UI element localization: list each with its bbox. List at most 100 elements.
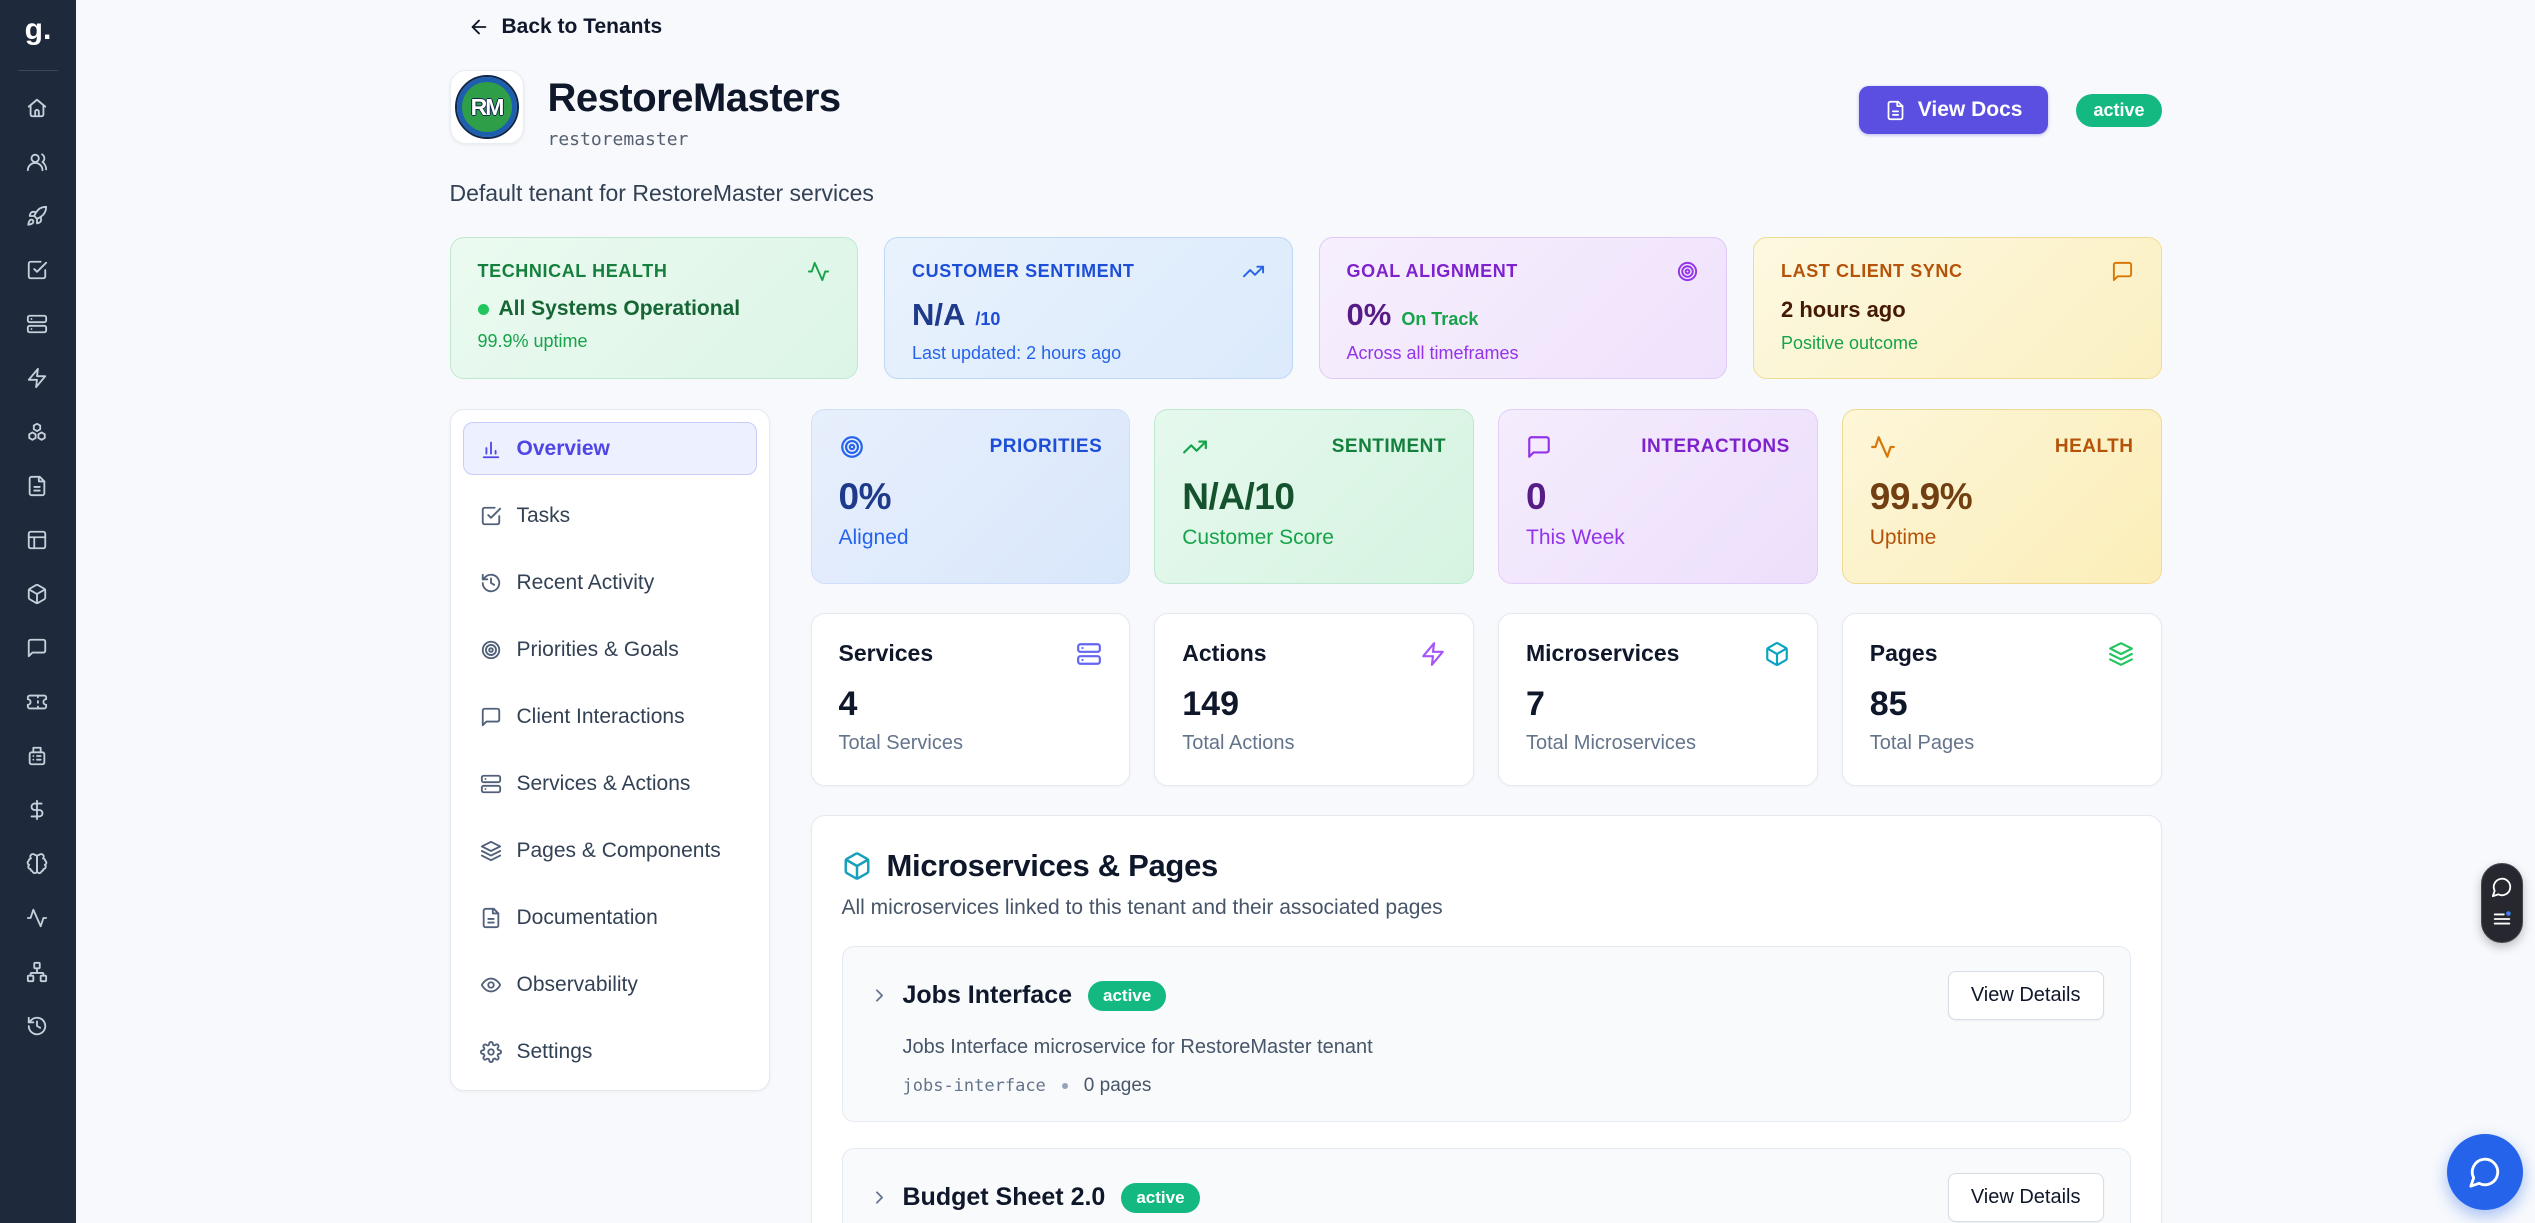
target-icon: [1677, 261, 1698, 282]
chevron-right-icon[interactable]: [869, 1187, 890, 1208]
document-icon[interactable]: [26, 475, 50, 499]
metric-card-interactions: INTERACTIONS 0 This Week: [1498, 409, 1818, 584]
history-icon[interactable]: [26, 1015, 50, 1039]
view-details-button[interactable]: View Details: [1947, 971, 2104, 1020]
zap-icon: [1422, 641, 1444, 666]
billing-icon[interactable]: [26, 799, 50, 823]
service-pages-count: 0 pages: [1083, 1075, 1152, 1096]
server-icon: [1077, 642, 1102, 665]
stat-card-customer-sentiment: CUSTOMER SENTIMENT N/A /10 Last updated:…: [884, 237, 1293, 379]
tasks-icon[interactable]: [26, 259, 50, 283]
count-value: 7: [1526, 685, 1545, 723]
ticket-icon[interactable]: [26, 691, 50, 715]
fax-icon[interactable]: [26, 745, 50, 769]
chat-launcher-button[interactable]: [2447, 1134, 2523, 1210]
count-cards-row: Services 4 Total Services Actions 149 To…: [810, 613, 2162, 786]
arrow-left-icon: [471, 19, 486, 35]
stat-card-goal-alignment: GOAL ALIGNMENT 0% On Track Across all ti…: [1318, 237, 1727, 379]
package-icon: [844, 852, 869, 880]
status-dot: [477, 304, 489, 315]
page-title: RestoreMasters: [547, 76, 842, 120]
metric-caption: Uptime: [1869, 526, 1937, 549]
count-caption: Total Pages: [1869, 732, 1975, 754]
metric-value: N/A/10: [1182, 476, 1295, 517]
layers-icon: [2108, 641, 2133, 666]
tenant-avatar: RM: [449, 70, 524, 144]
tenant-description: Default tenant for RestoreMaster service…: [449, 180, 874, 206]
server-icon: [480, 774, 501, 793]
section-title: Microservices & Pages: [886, 848, 1219, 883]
count-value: 85: [1869, 685, 1908, 723]
tab-settings[interactable]: Settings: [463, 1025, 757, 1078]
app-logo: g.: [24, 13, 52, 46]
bar-chart-icon: [482, 441, 499, 458]
main-content: Back to Tenants RM RestoreMasters restor…: [76, 0, 2535, 1223]
back-to-tenants-link[interactable]: Back to Tenants: [468, 14, 662, 40]
message-square-icon: [2112, 261, 2132, 282]
stat-value: All Systems Operational: [498, 297, 741, 320]
tab-services-actions[interactable]: Services & Actions: [463, 757, 757, 810]
count-caption: Total Services: [838, 732, 964, 754]
tenant-header: RM RestoreMasters restoremaster View Doc…: [449, 70, 2162, 150]
tab-client-interactions[interactable]: Client Interactions: [463, 690, 757, 743]
tab-pages-components[interactable]: Pages & Components: [463, 824, 757, 877]
tab-observability[interactable]: Observability: [463, 958, 757, 1011]
sitemap-icon[interactable]: [26, 961, 50, 985]
tab-documentation[interactable]: Documentation: [463, 891, 757, 944]
service-row-budget-sheet: Budget Sheet 2.0 active View Details Aut…: [841, 1148, 2131, 1223]
target-icon: [840, 436, 863, 458]
home-icon[interactable]: [26, 97, 50, 121]
zap-icon[interactable]: [26, 367, 50, 391]
gear-icon: [479, 1040, 502, 1063]
check-square-icon: [481, 506, 501, 525]
metric-value: 0%: [838, 476, 892, 517]
view-details-button[interactable]: View Details: [1947, 1173, 2104, 1222]
stat-card-last-client-sync: LAST CLIENT SYNC 2 hours ago Positive ou…: [1753, 237, 2162, 379]
service-name: Jobs Interface: [902, 981, 1073, 1009]
stat-label: LAST CLIENT SYNC: [1781, 261, 1963, 281]
brain-icon[interactable]: [26, 853, 50, 877]
notification-list-icon[interactable]: [2491, 908, 2513, 930]
rocket-icon[interactable]: [26, 205, 50, 229]
stat-label: CUSTOMER SENTIMENT: [912, 261, 1135, 281]
sidebar-divider: [18, 70, 58, 71]
app-sidebar-rail: g.: [0, 0, 76, 1223]
tab-priorities-goals[interactable]: Priorities & Goals: [463, 623, 757, 676]
stat-value-suffix: /10: [975, 309, 1001, 329]
message-square-icon: [481, 707, 500, 726]
feedback-widget-pill[interactable]: [2481, 863, 2523, 943]
service-row-jobs-interface: Jobs Interface active View Details Jobs …: [841, 946, 2131, 1122]
stat-value: N/A: [912, 297, 966, 332]
count-card-services: Services 4 Total Services: [810, 613, 1131, 786]
tab-overview[interactable]: Overview: [462, 422, 757, 475]
metric-value: 99.9%: [1869, 476, 1973, 517]
server-icon[interactable]: [26, 313, 50, 337]
chat-icon[interactable]: [26, 637, 50, 661]
chevron-right-icon[interactable]: [869, 985, 890, 1006]
users-icon[interactable]: [26, 151, 50, 175]
overview-panel: PRIORITIES 0% Aligned SENTIMENT N/A/10 C…: [810, 409, 2162, 1223]
count-caption: Total Microservices: [1526, 732, 1697, 754]
tab-recent-activity[interactable]: Recent Activity: [463, 556, 757, 609]
service-status-badge: active: [1121, 1182, 1200, 1213]
eye-icon: [480, 977, 501, 992]
history-icon: [481, 573, 500, 592]
service-description: Jobs Interface microservice for RestoreM…: [902, 1036, 1373, 1058]
stat-label: TECHNICAL HEALTH: [477, 261, 668, 281]
view-docs-button[interactable]: View Docs: [1858, 86, 2049, 134]
trending-up-icon: [1242, 265, 1264, 278]
package-icon[interactable]: [26, 583, 50, 607]
message-square-icon: [1528, 436, 1550, 458]
layers-icon: [480, 840, 501, 861]
modules-icon[interactable]: [26, 421, 50, 445]
status-badge: active: [2076, 93, 2162, 127]
activity-icon[interactable]: [26, 907, 50, 931]
stat-caption: 99.9% uptime: [477, 331, 588, 351]
chat-bubble-icon[interactable]: [2491, 876, 2513, 898]
tenant-slug: restoremaster: [547, 129, 689, 150]
tab-tasks[interactable]: Tasks: [463, 489, 757, 542]
count-card-actions: Actions 149 Total Actions: [1154, 613, 1474, 786]
stat-caption: Last updated: 2 hours ago: [912, 343, 1122, 363]
count-value: 149: [1182, 685, 1239, 723]
layout-icon[interactable]: [26, 529, 50, 553]
